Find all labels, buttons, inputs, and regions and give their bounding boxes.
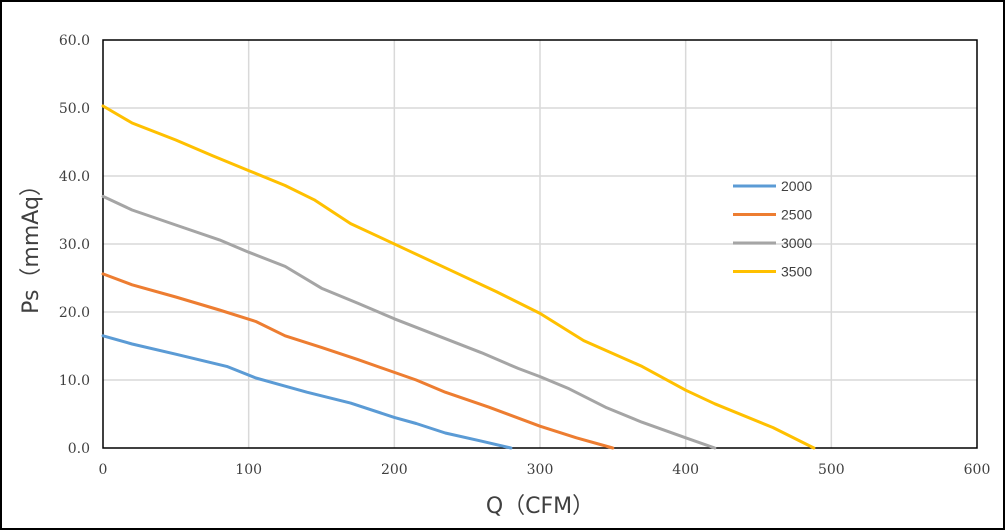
x-tick-label: 100 (235, 462, 262, 478)
x-tick-label: 600 (964, 462, 991, 478)
y-tick-label: 60.0 (59, 33, 90, 49)
x-tick-label: 500 (818, 462, 845, 478)
legend-label: 3500 (781, 264, 812, 280)
y-tick-label: 40.0 (59, 169, 90, 185)
y-tick-label: 10.0 (59, 373, 90, 389)
y-axis-label: Ps（mmAq） (19, 174, 44, 314)
legend-label: 3000 (781, 235, 812, 251)
series-line-2000 (101, 334, 513, 450)
series-line-2500 (101, 272, 615, 450)
x-tick-label: 400 (672, 462, 699, 478)
y-tick-label: 0.0 (68, 441, 90, 457)
legend: 2000 2500 3000 3500 (733, 178, 812, 280)
y-tick-label: 50.0 (59, 101, 90, 117)
series-line-3500 (101, 104, 816, 450)
grid (103, 40, 977, 448)
x-tick-label: 300 (527, 462, 554, 478)
x-tick-label: 0 (99, 462, 108, 478)
legend-label: 2000 (781, 178, 812, 194)
x-axis-label: Q（CFM） (486, 494, 594, 519)
legend-label: 2500 (781, 207, 812, 223)
series-line-3000 (101, 194, 717, 450)
y-tick-label: 20.0 (59, 305, 90, 321)
plot-area-border (102, 39, 978, 449)
x-tick-label: 200 (381, 462, 408, 478)
y-tick-label: 30.0 (59, 237, 90, 253)
